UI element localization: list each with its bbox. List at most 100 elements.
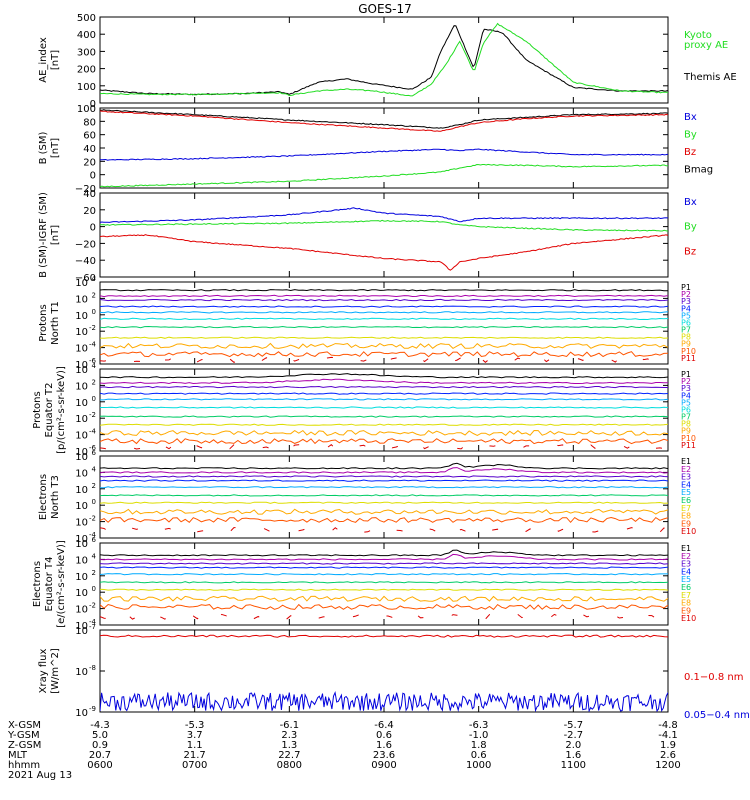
- y-tick-label: 10: [75, 344, 88, 355]
- channel-trace: [100, 486, 668, 489]
- y-tick-exponent: -2: [89, 324, 96, 332]
- ephemeris-value: -4.3: [90, 720, 110, 731]
- channel-trace: [100, 317, 668, 321]
- ephemeris-value: 21.7: [184, 750, 206, 761]
- channel-label: E1: [681, 544, 691, 553]
- channel-trace: [100, 294, 668, 298]
- channel-label: P8: [681, 333, 691, 342]
- series-line: [100, 109, 668, 129]
- ephemeris-value: 1200: [655, 760, 680, 771]
- y-axis-label: [nT]: [50, 225, 61, 245]
- channel-trace: [100, 613, 668, 620]
- y-tick-label: 10: [75, 667, 88, 678]
- y-tick-label: 200: [77, 65, 96, 76]
- y-tick-label: 0: [90, 171, 96, 182]
- footer-ephemeris: X-GSM -4.3 -5.3 -6.1 -6.4 -6.3 -5.7 -4.8 Y-GSM 5.…: [7, 720, 681, 781]
- y-tick-label: 0: [90, 99, 96, 110]
- y-tick-exponent: 2: [92, 569, 96, 577]
- legend-label: Themis AE: [683, 72, 737, 83]
- channel-label: P7: [681, 413, 691, 422]
- y-tick-label: 10: [75, 588, 88, 599]
- legend-label: Bz: [684, 246, 696, 257]
- y-tick-label: 10: [75, 708, 88, 719]
- y-tick-label: −60: [75, 273, 96, 284]
- y-tick-label: 500: [77, 13, 96, 24]
- channel-trace: [100, 373, 668, 379]
- y-axis-label: Equator T2: [44, 383, 55, 438]
- ephemeris-row-label: Y-GSM: [7, 730, 40, 741]
- y-tick-exponent: 2: [92, 482, 96, 490]
- channel-trace: [100, 508, 668, 515]
- y-tick-exponent: -2: [89, 515, 96, 523]
- y-axis-label: [W/m^2]: [50, 648, 61, 694]
- ephemeris-value: 0.6: [471, 750, 487, 761]
- channel-label: E10: [681, 614, 696, 623]
- channel-trace: [100, 603, 668, 611]
- channel-label: E10: [681, 527, 696, 536]
- series-line: [100, 22, 668, 97]
- ephemeris-value: 1.6: [565, 750, 581, 761]
- panel-frame: [99, 629, 669, 713]
- y-axis-label: Electrons: [32, 561, 43, 607]
- channel-label: P7: [681, 326, 691, 335]
- channel-trace: [100, 572, 668, 576]
- channel-label: P11: [681, 441, 696, 450]
- channel-label: P3: [681, 297, 691, 306]
- channel-label: E3: [681, 473, 691, 482]
- legend-label: Bx: [684, 112, 697, 123]
- ephemeris-value: 0.6: [376, 730, 392, 741]
- channel-trace: [100, 562, 668, 565]
- channel-trace: [100, 392, 668, 395]
- channel-label: P2: [681, 377, 691, 386]
- y-tick-exponent: -9: [89, 705, 96, 713]
- channel-label: P5: [681, 311, 691, 320]
- y-axis-label: Equator T4: [44, 557, 55, 612]
- y-tick-label: 10: [75, 398, 88, 409]
- channel-trace: [100, 311, 668, 314]
- ephemeris-value: 0600: [87, 760, 112, 771]
- channel-label: E5: [681, 575, 691, 584]
- y-tick-label: 10: [75, 381, 88, 392]
- series-line: [100, 634, 668, 638]
- ephemeris-value: -6.4: [374, 720, 394, 731]
- ephemeris-value: -6.1: [280, 720, 300, 731]
- ephemeris-value: 2.0: [565, 740, 581, 751]
- y-tick-exponent: -4: [89, 341, 97, 349]
- channel-label: E9: [681, 519, 691, 528]
- ephemeris-value: -4.1: [658, 730, 678, 741]
- legend-label: By: [684, 130, 697, 141]
- ephemeris-value: -6.3: [469, 720, 489, 731]
- channel-trace: [100, 423, 668, 426]
- ephemeris-value: 20.7: [89, 750, 111, 761]
- y-tick-exponent: -8: [89, 664, 96, 672]
- channel-trace: [100, 378, 668, 385]
- series-line: [100, 110, 668, 132]
- y-tick-exponent: 6: [92, 536, 97, 544]
- channel-label: P8: [681, 420, 691, 429]
- ephemeris-value: -1.0: [469, 730, 489, 741]
- channel-trace: [100, 595, 668, 602]
- channel-trace: [100, 429, 668, 437]
- y-tick-label: −40: [75, 256, 96, 267]
- channel-trace: [100, 553, 668, 561]
- channel-label: P9: [681, 340, 691, 349]
- channel-trace: [100, 588, 668, 591]
- channel-trace: [100, 325, 668, 329]
- ephemeris-row-label: hhmm: [8, 760, 40, 771]
- channel-label: P4: [681, 304, 691, 313]
- y-tick-exponent: 2: [92, 291, 96, 299]
- ephemeris-value: 1000: [466, 760, 491, 771]
- legend-label: proxy AE: [684, 40, 728, 51]
- channel-label: P1: [681, 283, 691, 292]
- ephemeris-value: 1.8: [471, 740, 487, 751]
- legend-label: Bx: [684, 197, 697, 208]
- channel-label: P4: [681, 391, 691, 400]
- ephemeris-value: -4.8: [658, 720, 678, 731]
- channel-trace: [100, 526, 668, 533]
- y-tick-label: 40: [83, 189, 96, 200]
- y-tick-label: 10: [75, 360, 88, 371]
- y-axis-label: North T3: [50, 475, 61, 519]
- channel-trace: [100, 305, 668, 308]
